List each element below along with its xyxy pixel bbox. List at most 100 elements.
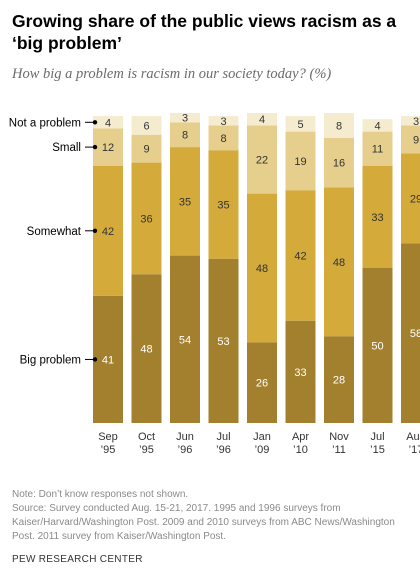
data-label-small: 12 (102, 142, 114, 154)
chart-subtitle: How big a problem is racism in our socie… (12, 66, 332, 82)
data-label-not: 4 (259, 114, 265, 126)
bar-segment-big (324, 336, 354, 423)
data-label-not: 8 (336, 120, 342, 132)
bar-segment-not (170, 113, 200, 123)
bar-segment-not (362, 119, 393, 132)
bar-segment-not (247, 113, 277, 126)
legend-leader-dot (92, 144, 98, 150)
bar-segment-big (208, 258, 239, 423)
source-text: Source: Survey conducted Aug. 15-21, 201… (12, 503, 395, 542)
bar-segment-not (324, 113, 354, 138)
x-tick-label: ’96 (178, 444, 193, 456)
bar-segment-somewhat (93, 165, 123, 296)
bar-segment-small (247, 125, 277, 194)
bar-segment-not (131, 116, 162, 135)
bar-segment-big (170, 255, 200, 423)
data-label-big: 53 (217, 336, 229, 348)
bar-segment-big (131, 274, 162, 423)
data-label-not: 3 (413, 116, 419, 128)
bar-segment-small (324, 137, 354, 188)
data-label-somewhat: 48 (256, 263, 268, 275)
legend-leader-dot (92, 228, 98, 233)
legend-leader-dot (92, 120, 98, 125)
stacked-bar-chart: 4142124Sep’95483696Oct’95543583Jun’96533… (9, 113, 420, 456)
x-tick-label: ’15 (370, 444, 385, 456)
data-label-somewhat: 36 (140, 213, 152, 225)
data-label-small: 19 (294, 156, 306, 168)
x-tick-label: ’95 (139, 444, 154, 456)
data-label-somewhat: 33 (371, 212, 383, 224)
note-text: Note: Don’t know responses not shown. (12, 489, 189, 500)
x-tick-label: ’09 (255, 444, 270, 456)
x-tick-label: Jul (216, 431, 230, 443)
bar-segment-big (247, 342, 277, 423)
bar-segment-small (285, 131, 316, 191)
data-label-small: 9 (143, 144, 149, 156)
data-label-not: 5 (297, 119, 303, 131)
bar-segment-small (170, 122, 200, 148)
bar-segment-not (401, 116, 420, 126)
bar-segment-small (208, 125, 239, 151)
legend-label-small: Small (52, 142, 81, 154)
data-label-big: 33 (294, 367, 306, 379)
bar-segment-small (131, 134, 162, 163)
bar-segment-not (208, 116, 239, 126)
data-label-big: 28 (333, 375, 345, 387)
data-label-small: 9 (413, 134, 419, 146)
bar-segment-big (401, 243, 420, 423)
data-label-somewhat: 35 (217, 199, 229, 211)
data-label-small: 11 (372, 144, 383, 156)
legend-label-not: Not a problem (9, 117, 81, 129)
data-label-somewhat: 42 (294, 251, 306, 263)
x-tick-label: Oct (138, 431, 155, 443)
data-label-small: 16 (333, 158, 345, 170)
x-tick-label: Aug (406, 431, 420, 443)
data-label-somewhat: 42 (102, 226, 114, 238)
data-label-not: 3 (182, 113, 188, 125)
bar-segment-small (362, 131, 393, 166)
x-tick-label: Apr (292, 431, 309, 443)
data-label-big: 26 (256, 378, 268, 390)
data-label-big: 50 (371, 341, 383, 353)
bar-segment-big (93, 295, 123, 423)
x-tick-label: ’17 (409, 444, 420, 456)
bar-segment-somewhat (285, 190, 316, 321)
bar-segment-small (93, 128, 123, 166)
chart-notes: Note: Don’t know responses not shown. So… (12, 488, 412, 544)
data-label-not: 4 (374, 120, 380, 132)
x-tick-label: Jul (370, 431, 384, 443)
data-label-big: 58 (410, 328, 420, 340)
data-label-somewhat: 29 (410, 193, 420, 205)
x-tick-label: ’10 (293, 444, 308, 456)
source-organization: PEW RESEARCH CENTER (12, 554, 143, 565)
x-tick-label: ’95 (101, 444, 116, 456)
data-label-big: 54 (179, 334, 191, 346)
x-tick-label: Nov (329, 431, 349, 443)
data-label-small: 8 (220, 133, 226, 145)
x-tick-label: Jun (176, 431, 194, 443)
data-label-big: 41 (102, 354, 114, 366)
data-label-not: 6 (143, 120, 149, 132)
data-label-small: 22 (256, 155, 268, 167)
bar-segment-big (285, 320, 316, 423)
chart-title: Growing share of the public views racism… (12, 11, 397, 53)
bar-segment-somewhat (247, 193, 277, 343)
bar-segment-somewhat (362, 165, 393, 268)
legend-leader-dot (92, 357, 98, 362)
data-label-somewhat: 35 (179, 196, 191, 208)
x-tick-label: ’11 (332, 444, 346, 456)
data-label-small: 8 (182, 130, 188, 142)
bar-segment-somewhat (401, 153, 420, 244)
bar-segment-somewhat (170, 147, 200, 256)
data-label-not: 3 (220, 116, 226, 128)
bar-segment-somewhat (324, 187, 354, 337)
legend-label-somewhat: Somewhat (27, 226, 82, 238)
bar-segment-somewhat (208, 150, 239, 259)
bar-segment-big (362, 268, 393, 423)
legend-label-big: Big problem (20, 354, 81, 366)
data-label-big: 48 (140, 344, 152, 356)
data-label-not: 4 (105, 117, 111, 129)
x-tick-label: ’96 (216, 444, 231, 456)
bar-segment-not (285, 116, 316, 132)
x-tick-label: Sep (98, 431, 118, 443)
